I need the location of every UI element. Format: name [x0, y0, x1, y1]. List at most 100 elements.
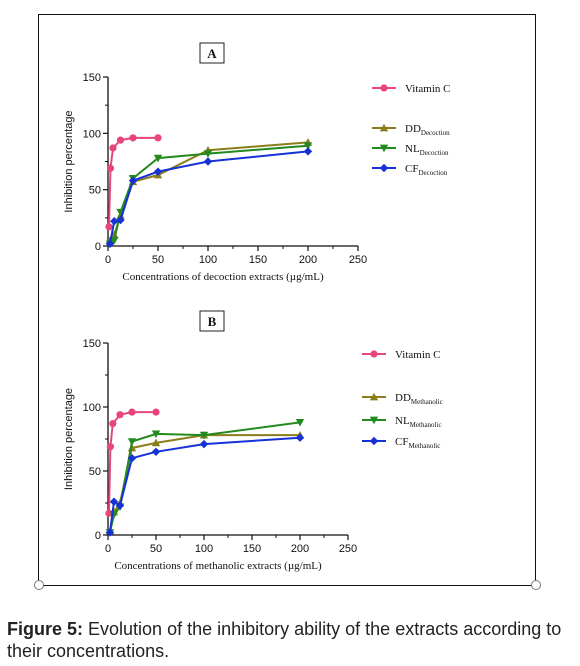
x-tick-label: 50 — [152, 254, 164, 266]
figure-charts: A 0 50 100 150 0 50 100 150 200 250 Concentrations … — [63, 42, 450, 572]
legend-marker — [379, 123, 389, 132]
panel-label-box — [199, 310, 225, 332]
series-cfmethanolic — [105, 433, 305, 537]
x-tick-label: 100 — [195, 543, 213, 555]
series-line — [108, 434, 300, 532]
data-point — [109, 420, 117, 428]
data-point — [127, 438, 137, 446]
x-tick-label: 150 — [243, 543, 261, 555]
data-point — [128, 408, 136, 416]
caption-text: Evolution of the inhibitory ability of t… — [7, 619, 562, 661]
series-line — [108, 436, 301, 533]
caption-label: Figure 5: — [7, 619, 84, 639]
panel-label: A — [207, 46, 217, 61]
legend-item: DDDecoction — [372, 123, 450, 137]
y-tick-label: 100 — [83, 128, 101, 140]
data-point — [203, 150, 213, 158]
legend-item: DDMethanolic — [362, 392, 443, 406]
x-tick-label: 200 — [299, 254, 317, 266]
data-point — [295, 419, 305, 427]
x-tick-label: 50 — [150, 543, 162, 555]
legend-label: Vitamin C — [405, 83, 450, 95]
legend-label: NLMethanolic — [395, 415, 442, 429]
data-point — [115, 501, 125, 510]
legend-label: CFDecoction — [405, 163, 448, 177]
legend-label: Vitamin C — [395, 349, 440, 361]
data-point — [127, 454, 137, 463]
legend-marker — [369, 392, 379, 401]
legend-label: DDMethanolic — [395, 392, 443, 406]
data-point — [151, 438, 161, 447]
y-tick-label: 150 — [83, 72, 101, 84]
data-point — [129, 134, 137, 142]
legend-label-subscript: Methanolic — [408, 442, 440, 450]
series-line — [108, 136, 158, 227]
y-axis-label: Inhibition percentage — [63, 388, 75, 490]
legend-item: NLDecoction — [372, 143, 449, 157]
x-axis-label: Concentrations of methanolic extracts (µ… — [114, 560, 322, 572]
data-point — [295, 433, 305, 442]
legend-marker — [379, 144, 389, 153]
data-point — [116, 136, 125, 144]
x-tick-label: 0 — [105, 543, 111, 555]
figure-frame — [38, 14, 536, 586]
x-axis-label: Concentrations of decoction extracts (µg… — [122, 271, 324, 283]
legend-label-subscript: Decoction — [421, 129, 450, 137]
series-vitamin-c — [105, 134, 162, 231]
series-line — [107, 411, 156, 514]
data-point — [105, 223, 113, 231]
y-tick-label: 0 — [95, 241, 101, 253]
data-point — [203, 157, 213, 166]
resize-handle-right[interactable] — [531, 580, 541, 590]
y-tick-label: 50 — [89, 185, 101, 197]
series-line — [109, 150, 309, 244]
series-vitamin-c — [105, 408, 160, 517]
legend-label: NLDecoction — [405, 143, 449, 157]
legend-marker — [370, 350, 378, 358]
legend-marker — [369, 416, 379, 425]
data-point — [109, 144, 117, 152]
resize-handle-left[interactable] — [34, 580, 44, 590]
chart-panel-b: B 0 50 100 150 0 50 100 150 200 250 Concentrations … — [63, 310, 443, 572]
data-point — [105, 528, 115, 537]
data-point — [303, 142, 313, 150]
y-axis-label: Inhibition percentage — [63, 110, 75, 212]
legend-item: CFMethanolic — [362, 436, 440, 450]
legend-label-subscript: Decoction — [418, 169, 447, 177]
data-point — [154, 134, 162, 142]
data-point — [116, 215, 125, 225]
legend-label-subscript: Methanolic — [411, 398, 443, 406]
chart-panel-a: A 0 50 100 150 0 50 100 150 200 250 Concentrations … — [63, 42, 450, 283]
data-point — [106, 443, 114, 451]
y-tick-label: 50 — [89, 466, 101, 478]
x-tick-label: 0 — [105, 254, 111, 266]
legend-marker — [369, 436, 379, 446]
data-point — [152, 408, 160, 416]
data-point — [153, 167, 163, 176]
data-point — [105, 239, 115, 248]
data-point — [303, 147, 313, 156]
data-point — [199, 431, 209, 440]
data-point — [110, 217, 119, 226]
data-point — [153, 154, 163, 163]
legend-item: NLMethanolic — [362, 415, 442, 429]
legend-item: Vitamin C — [362, 349, 440, 361]
legend-label: CFMethanolic — [395, 436, 440, 450]
panel-label: B — [208, 314, 217, 329]
data-point — [128, 176, 138, 185]
x-tick-label: 250 — [339, 543, 357, 555]
series-nldecoction — [105, 142, 313, 248]
y-tick-label: 0 — [95, 530, 101, 542]
data-point — [116, 411, 124, 419]
y-tick-label: 150 — [83, 338, 101, 350]
legend-label: DDDecoction — [405, 123, 450, 137]
legend-marker — [379, 163, 389, 173]
y-tick-label: 100 — [83, 402, 101, 414]
x-tick-label: 100 — [199, 254, 217, 266]
legend-label-subscript: Methanolic — [410, 421, 442, 429]
x-tick-label: 150 — [249, 254, 267, 266]
panel-label-box — [199, 42, 225, 64]
data-point — [151, 447, 161, 456]
x-tick-label: 200 — [291, 543, 309, 555]
legend-item: CFDecoction — [372, 163, 448, 177]
